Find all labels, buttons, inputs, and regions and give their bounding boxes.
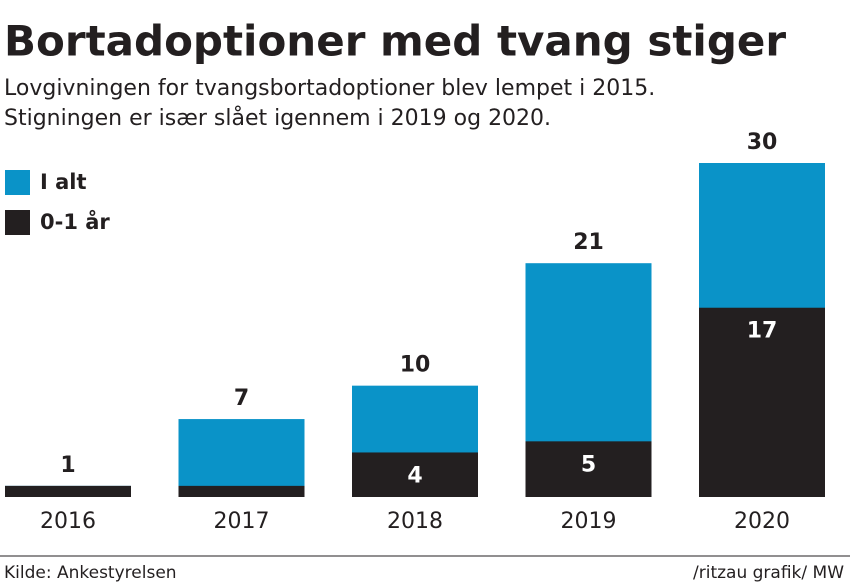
x-tick-label: 2020	[734, 509, 790, 534]
bar	[699, 307, 825, 497]
legend-label: 0-1 år	[40, 209, 110, 234]
legend-swatch	[5, 210, 30, 235]
x-tick-label: 2016	[40, 509, 96, 534]
value-label: 30	[747, 130, 778, 155]
bar	[5, 485, 131, 497]
chart-title: Bortadoptioner med tvang stiger	[4, 17, 786, 66]
value-label: 10	[400, 353, 431, 378]
bar	[178, 485, 305, 497]
value-label: 1	[60, 453, 75, 478]
value-label: 5	[581, 452, 596, 477]
legend-swatch	[5, 170, 30, 195]
value-label: 4	[407, 463, 422, 488]
subtitle: Stigningen er især slået igennem i 2019 …	[4, 105, 551, 131]
value-label: 7	[234, 386, 249, 411]
source: Kilde: Ankestyrelsen	[4, 563, 177, 583]
bar	[178, 419, 305, 497]
bar	[525, 441, 652, 497]
value-label: 17	[747, 319, 778, 344]
x-tick-label: 2017	[214, 509, 270, 534]
bar	[352, 452, 478, 497]
x-tick-label: 2019	[561, 509, 617, 534]
subtitle: Lovgivningen for tvangsbortadoptioner bl…	[4, 76, 655, 101]
credit: /ritzau grafik/ MW	[693, 563, 844, 583]
legend-label: I alt	[40, 170, 87, 194]
x-tick-label: 2018	[387, 509, 443, 534]
value-label: 21	[573, 230, 604, 255]
